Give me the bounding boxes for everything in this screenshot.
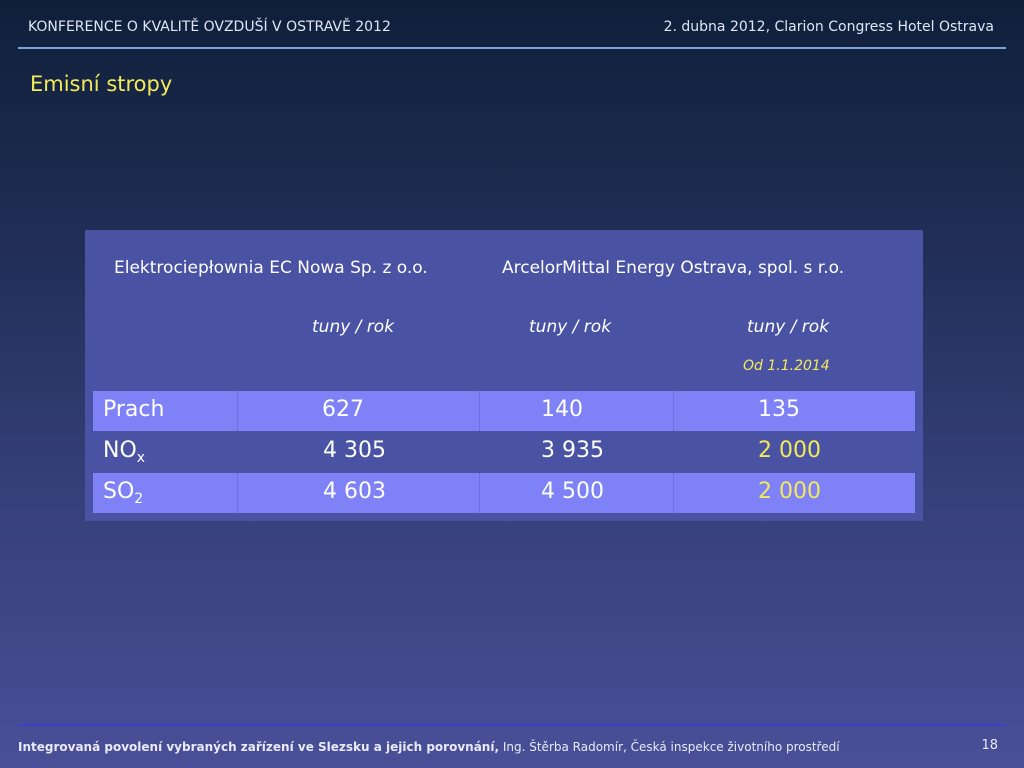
- conference-title: KONFERENCE O KVALITĚ OVZDUŠÍ V OSTRAVĚ 2…: [28, 19, 391, 35]
- footer-caption: Integrovaná povolení vybraných zařízení …: [18, 740, 840, 754]
- row-label-subscript: x: [136, 450, 146, 466]
- table-row-nox: NOx 4 305 3 935 2 000: [93, 432, 915, 472]
- unit-label-col3: tuny / rok: [747, 317, 830, 337]
- column-separator: [237, 391, 238, 431]
- emission-table-panel: [85, 230, 923, 521]
- value-ec-nowa: 4 305: [323, 438, 386, 463]
- value-arcelormittal: 4 500: [541, 479, 604, 504]
- row-label-text: SO: [103, 479, 135, 504]
- unit-label-col2: tuny / rok: [529, 317, 612, 337]
- footer-title: Integrovaná povolení vybraných zařízení …: [18, 740, 500, 754]
- header-divider: [18, 47, 1006, 49]
- company-header-arcelormittal: ArcelorMittal Energy Ostrava, spol. s r.…: [502, 258, 845, 278]
- value-arcelormittal-2014: 2 000: [758, 479, 821, 504]
- row-label-text: Prach: [103, 397, 165, 422]
- value-arcelormittal-2014: 135: [758, 397, 800, 422]
- value-ec-nowa: 627: [322, 397, 364, 422]
- row-label-subscript: 2: [134, 491, 144, 507]
- row-label: SO2: [103, 477, 143, 507]
- page-number: 18: [981, 738, 998, 753]
- unit-label-col1: tuny / rok: [312, 317, 395, 337]
- value-arcelormittal: 140: [541, 397, 583, 422]
- slide-title: Emisní stropy: [30, 72, 173, 96]
- value-arcelormittal-2014: 2 000: [758, 438, 821, 463]
- footer-author: Ing. Štěrba Radomír, Česká inspekce živo…: [502, 740, 840, 754]
- table-row-prach: Prach 627 140 135: [93, 391, 915, 431]
- column-separator: [673, 473, 674, 513]
- value-arcelormittal: 3 935: [541, 438, 604, 463]
- company-header-ec-nowa: Elektrociepłownia EC Nowa Sp. z o.o.: [114, 258, 428, 278]
- column-separator: [479, 391, 480, 431]
- column-separator: [237, 473, 238, 513]
- footer-divider: [18, 724, 1006, 726]
- row-label: Prach: [103, 395, 164, 425]
- value-ec-nowa: 4 603: [323, 479, 386, 504]
- date-venue: 2. dubna 2012, Clarion Congress Hotel Os…: [663, 19, 994, 35]
- row-label-text: NO: [103, 438, 137, 463]
- column-separator: [479, 473, 480, 513]
- row-label: NOx: [103, 436, 145, 466]
- validity-note: Od 1.1.2014: [743, 358, 830, 374]
- table-row-so2: SO2 4 603 4 500 2 000: [93, 473, 915, 513]
- column-separator: [673, 391, 674, 431]
